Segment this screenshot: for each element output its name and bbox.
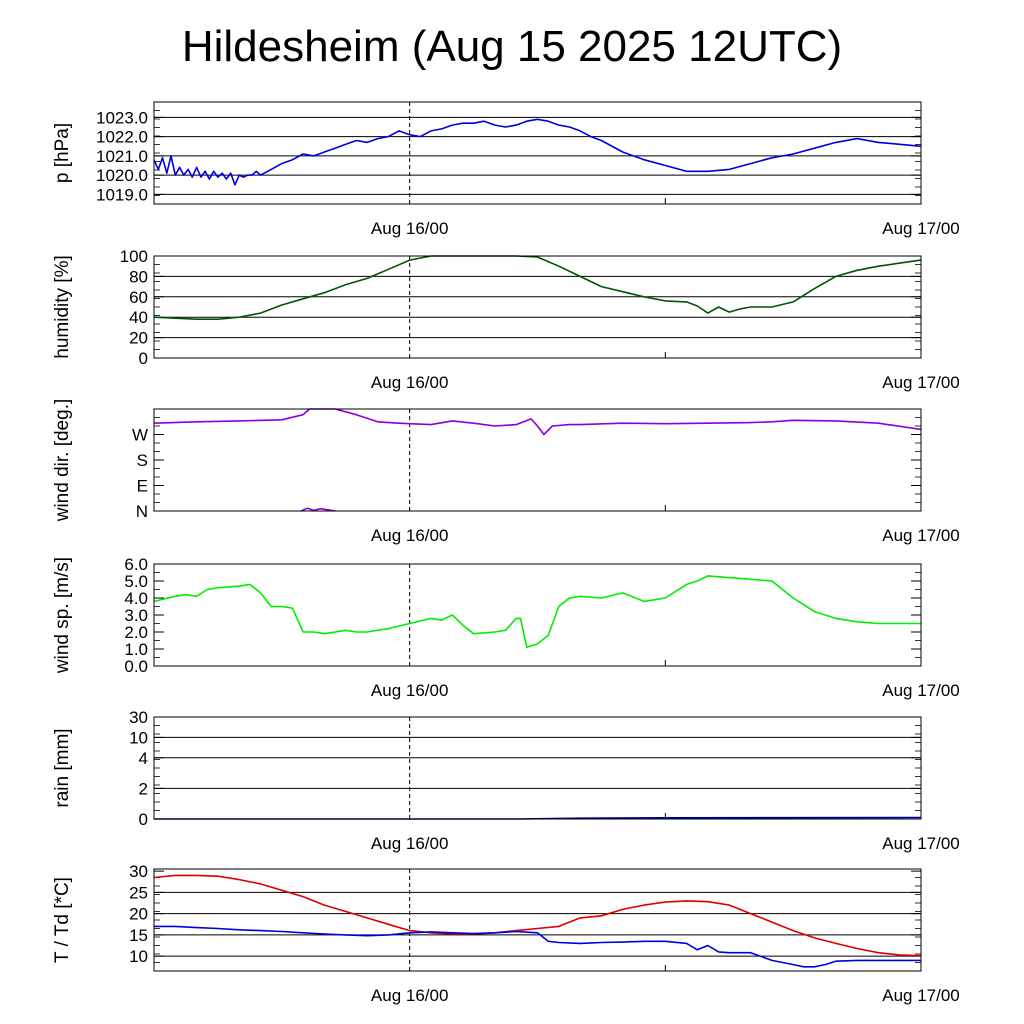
- panel-frame: [153, 868, 922, 972]
- y-tick-label: 5.0: [124, 572, 148, 591]
- y-tick-label: 3.0: [124, 606, 148, 625]
- y-axis-label: p [hPa]: [52, 123, 73, 183]
- y-tick-label: N: [136, 502, 148, 521]
- wind-speed-series-1: [153, 575, 921, 649]
- y-tick-label: 40: [129, 308, 148, 327]
- temperature-series-2: [154, 925, 921, 968]
- y-tick-label: 20: [129, 905, 148, 924]
- panel-frame: [153, 255, 922, 359]
- y-tick-label: 100: [120, 247, 148, 266]
- chart-title: Hildesheim (Aug 15 2025 12UTC): [181, 22, 843, 71]
- wind-direction-series-2: [300, 507, 336, 512]
- y-tick-label: 15: [129, 926, 148, 945]
- y-tick-label: 30: [129, 708, 148, 727]
- x-tick-label: Aug 17/00: [882, 834, 960, 853]
- panel-frame: [153, 716, 922, 820]
- y-tick-label: 2.0: [124, 623, 148, 642]
- y-tick-label: W: [132, 426, 148, 445]
- y-tick-label: 1.0: [124, 640, 148, 659]
- x-tick-label: Aug 17/00: [882, 526, 960, 545]
- x-tick-label: Aug 17/00: [882, 986, 960, 1005]
- panel-frame: [153, 408, 922, 512]
- x-tick-label: Aug 16/00: [371, 986, 449, 1005]
- y-axis-label: wind sp. [m/s]: [52, 557, 73, 674]
- y-tick-label: 6.0: [124, 555, 148, 574]
- panel-frame: [153, 563, 922, 667]
- y-tick-label: 1021.0: [96, 147, 148, 166]
- y-tick-label: 0.0: [124, 657, 148, 676]
- y-tick-label: 4: [139, 749, 148, 768]
- x-tick-label: Aug 16/00: [371, 681, 449, 700]
- y-tick-label: 0: [139, 810, 148, 829]
- y-tick-label: 1022.0: [96, 128, 148, 147]
- x-tick-label: Aug 17/00: [882, 219, 960, 238]
- humidity-series-1: [153, 255, 922, 320]
- temperature-series-1: [153, 874, 922, 957]
- x-tick-label: Aug 16/00: [371, 834, 449, 853]
- panel-wind-speed: 0.01.02.03.04.05.06.0 Aug 16/00 Aug 17/00 w…: [52, 555, 960, 700]
- x-tick-label: Aug 16/00: [371, 373, 449, 392]
- y-tick-label: E: [137, 477, 148, 496]
- y-tick-label: 10: [129, 947, 148, 966]
- y-tick-label: 25: [129, 883, 148, 902]
- y-tick-label: 10: [129, 728, 148, 747]
- y-tick-label: 4.0: [124, 589, 148, 608]
- y-axis-label: humidity [%]: [52, 255, 73, 358]
- y-axis-label: T / Td [*C]: [52, 877, 73, 963]
- pressure-series-1: [153, 118, 922, 186]
- panel-temperature: 10 15 20 25 30 Aug 16/00 Aug 17/00 T / Td [*C]: [52, 862, 960, 1005]
- y-axis-label: wind dir. [deg.]: [52, 399, 73, 523]
- y-tick-label: 20: [129, 329, 148, 348]
- y-tick-label: 1023.0: [96, 108, 148, 127]
- y-tick-label: 1020.0: [96, 166, 148, 185]
- y-tick-label: S: [137, 451, 148, 470]
- y-tick-label: 0: [139, 349, 148, 368]
- panel-frame: [153, 101, 922, 205]
- x-tick-label: Aug 16/00: [371, 526, 449, 545]
- y-axis-label: rain [mm]: [52, 728, 73, 807]
- y-tick-label: 80: [129, 267, 148, 286]
- x-tick-label: Aug 17/00: [882, 681, 960, 700]
- y-tick-label: 1019.0: [96, 185, 148, 204]
- y-tick-label: 2: [139, 779, 148, 798]
- wind-direction-series-1: [153, 408, 922, 436]
- x-tick-label: Aug 16/00: [371, 219, 449, 238]
- y-tick-label: 60: [129, 288, 148, 307]
- y-tick-label: 30: [129, 862, 148, 881]
- x-tick-label: Aug 17/00: [882, 373, 960, 392]
